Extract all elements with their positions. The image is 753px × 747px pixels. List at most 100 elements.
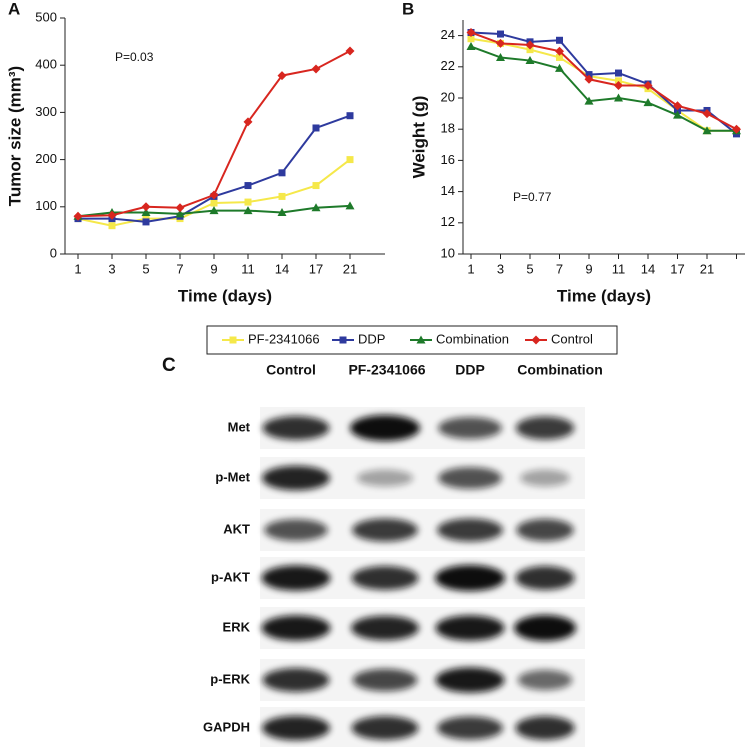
marker: [555, 46, 564, 56]
marker: [244, 198, 252, 206]
blot-band: [262, 715, 330, 741]
row-label: p-AKT: [211, 569, 250, 584]
x-tick-label: 3: [108, 261, 115, 276]
x-axis-label: Time (days): [178, 286, 272, 305]
row-label: ERK: [223, 619, 251, 634]
marker: [141, 202, 151, 212]
y-axis-label: Weight (g): [409, 96, 428, 179]
marker: [556, 53, 563, 61]
legend-marker: [416, 335, 426, 344]
blot-band: [262, 465, 330, 491]
marker: [615, 77, 622, 85]
blot-band: [351, 566, 419, 590]
x-tick-label: 9: [210, 261, 217, 276]
column-label: DDP: [455, 362, 485, 378]
x-tick-label: 7: [556, 261, 563, 276]
marker: [141, 207, 151, 216]
x-tick-label: 17: [670, 261, 684, 276]
x-tick-label: 11: [612, 261, 626, 276]
marker: [243, 206, 253, 215]
marker: [466, 27, 476, 37]
marker: [277, 207, 287, 216]
column-label: Combination: [517, 362, 603, 378]
marker: [108, 222, 116, 230]
marker: [312, 124, 320, 132]
y-tick-label: 10: [441, 245, 455, 260]
marker: [345, 201, 355, 210]
marker: [674, 106, 681, 114]
blot-band: [435, 615, 505, 641]
row-label: AKT: [223, 521, 250, 536]
blot-band: [514, 615, 576, 641]
blot-band: [350, 415, 420, 441]
blot-band: [437, 518, 503, 542]
blot-band: [261, 615, 331, 641]
row-label: p-ERK: [210, 671, 250, 686]
blot-band: [438, 417, 502, 439]
column-label: Control: [266, 362, 316, 378]
marker: [175, 203, 185, 213]
blot-band: [520, 469, 570, 487]
blot-band: [515, 566, 575, 590]
blot-band: [515, 716, 575, 740]
x-tick-label: 1: [467, 261, 474, 276]
marker: [311, 203, 321, 212]
marker: [525, 40, 535, 50]
legend-label: DDP: [358, 331, 385, 346]
blot-band: [264, 519, 328, 541]
blot-band: [352, 668, 418, 692]
blot-band: [435, 667, 505, 693]
marker: [555, 63, 564, 72]
row-label: p-Met: [215, 469, 250, 484]
blot-band: [515, 416, 575, 440]
marker: [209, 206, 219, 215]
y-tick-label: 100: [35, 198, 57, 213]
y-tick-label: 400: [35, 57, 57, 72]
legend-label: Combination: [436, 331, 509, 346]
legend-marker: [229, 336, 237, 344]
marker: [673, 110, 682, 119]
marker: [702, 126, 712, 135]
marker: [643, 98, 653, 107]
marker: [311, 64, 321, 74]
y-tick-label: 12: [441, 214, 455, 229]
blot-band: [516, 518, 574, 542]
annotation: P=0.77: [513, 190, 552, 204]
marker: [209, 190, 219, 200]
series-line: [470, 31, 737, 131]
row-label: Met: [228, 419, 251, 434]
marker: [614, 81, 623, 91]
x-tick-label: 14: [641, 261, 655, 276]
marker: [244, 182, 252, 190]
y-tick-label: 200: [35, 151, 57, 166]
panel-label: B: [402, 0, 414, 18]
marker: [673, 101, 682, 111]
marker: [346, 112, 354, 120]
panel-label: A: [8, 0, 20, 18]
marker: [615, 69, 622, 77]
series-line: [470, 37, 737, 132]
x-tick-label: 5: [526, 261, 533, 276]
marker: [73, 211, 83, 221]
blot-band: [356, 469, 414, 487]
blot-band: [437, 716, 503, 740]
x-tick-label: 3: [497, 261, 504, 276]
marker: [526, 46, 534, 54]
marker: [643, 81, 653, 91]
marker: [175, 209, 185, 218]
marker: [243, 117, 253, 127]
marker: [556, 36, 563, 44]
series-line: [470, 45, 737, 132]
marker: [525, 56, 535, 65]
x-tick-label: 17: [309, 261, 323, 276]
marker: [702, 109, 712, 119]
marker: [142, 218, 150, 226]
y-tick-label: 300: [35, 104, 57, 119]
marker: [732, 124, 741, 134]
blot-band: [517, 669, 573, 691]
blot-band: [435, 565, 505, 591]
y-tick-label: 500: [35, 9, 57, 24]
x-tick-label: 5: [142, 261, 149, 276]
marker: [585, 71, 593, 79]
